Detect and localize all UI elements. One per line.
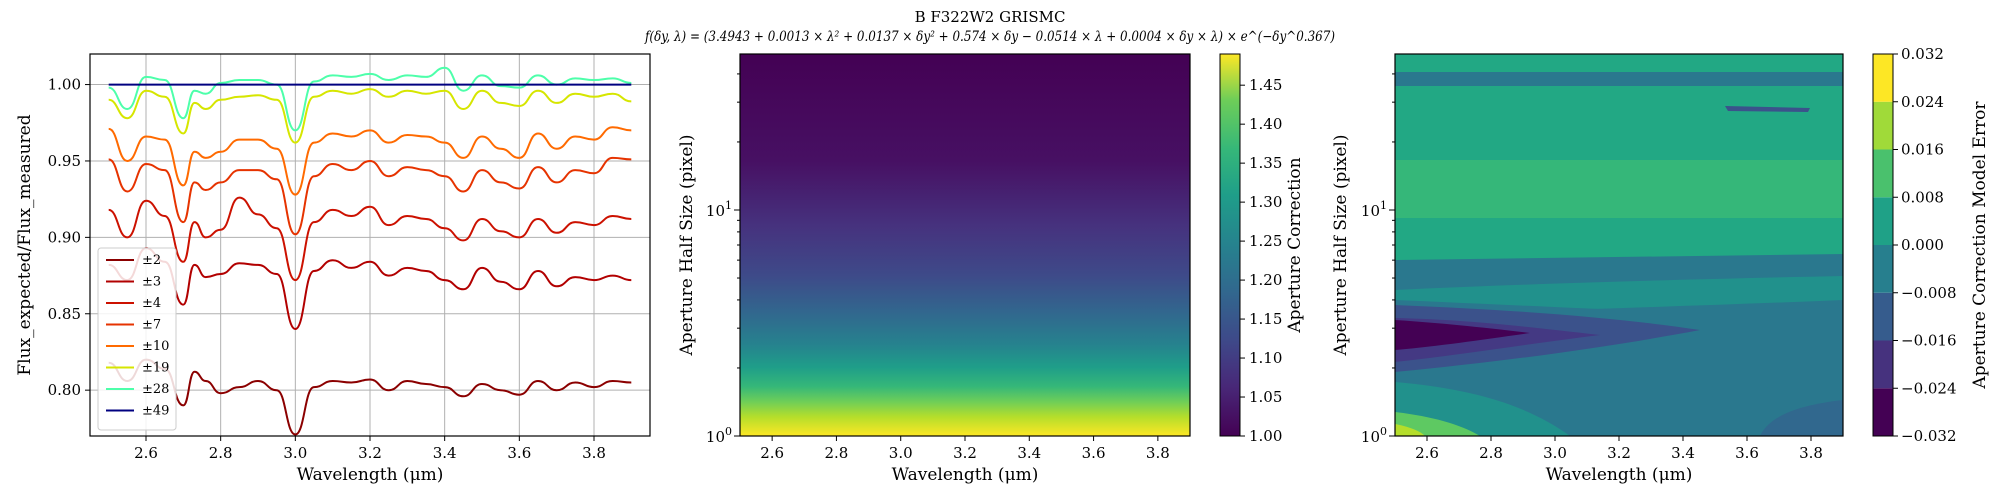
x-tick-label: 2.8 [824, 444, 848, 462]
p1-y-axis-label: Flux_expected/Flux_measured [15, 114, 35, 375]
p2-cb-tick-label: 1.30 [1249, 193, 1282, 211]
p2-colorbar-label: Aperture Correction [1285, 157, 1305, 333]
p3-cb-tick-label: 0.032 [1901, 45, 1944, 63]
p1-series-line-pm19 [108, 88, 632, 144]
p1-x-tick-label: 3.6 [507, 444, 531, 462]
p1-x-tick-label: 2.8 [209, 444, 233, 462]
p1-legend-label: ±7 [142, 318, 161, 333]
y-tick-label: 100 [706, 425, 732, 446]
panel-1-line-chart: 2.6 2.8 3.0 3.2 3.4 3.6 3.8 0.80 0.85 0.90 0.95 1.0… [15, 53, 651, 485]
figure-title: B F322W2 GRISMC [915, 8, 1066, 26]
p2-cb-tick-label: 1.35 [1249, 154, 1282, 172]
p3-cb-level [1873, 101, 1893, 150]
p3-cb-tick-label: −0.024 [1901, 379, 1957, 397]
p3-cb-level [1873, 292, 1893, 341]
p3-colorbar [1872, 53, 1894, 437]
p3-cb-tick-label: 0.016 [1901, 141, 1944, 159]
panel-3-contour: 2.6 2.8 3.0 3.2 3.4 3.6 3.8 100 101 Wavelength (… [1331, 45, 1990, 485]
p1-legend: ±2 ±3 ±4 ±7 ±10 ±19 ±28 ±49 [97, 247, 177, 431]
panel-2-heatmap: 2.6 2.8 3.0 3.2 3.4 3.6 3.8 100 101 Wavelength (… [677, 53, 1305, 485]
x-tick-label: 3.2 [953, 444, 977, 462]
p1-x-tick-label: 3.4 [433, 444, 457, 462]
p3-x-axis-label: Wavelength (μm) [1546, 465, 1693, 485]
p2-cb-tick-label: 1.10 [1249, 349, 1282, 367]
p2-cb-tick-label: 1.00 [1249, 427, 1282, 445]
x-tick-label: 3.4 [1017, 444, 1041, 462]
p1-series-lines [108, 66, 632, 436]
x-tick-label: 3.6 [1082, 444, 1106, 462]
p3-colorbar-ticks: −0.032 −0.024 −0.016 −0.008 0.000 0.008 0.016 0… [1893, 45, 1957, 445]
p2-cb-tick-label: 1.20 [1249, 271, 1282, 289]
p2-colorbar [1219, 53, 1241, 437]
p1-legend-label: ±49 [142, 404, 169, 419]
p3-cb-tick-label: −0.008 [1901, 284, 1957, 302]
p3-cb-tick-label: 0.024 [1901, 93, 1944, 111]
p3-cb-level [1873, 340, 1893, 389]
figure-formula: f(δy, λ) = (3.4943 + 0.0013 × λ² + 0.013… [644, 29, 1335, 45]
x-tick-label: 3.0 [1543, 444, 1567, 462]
p1-y-tick-label: 0.95 [48, 152, 81, 170]
y-tick-label: 101 [1361, 199, 1387, 220]
p2-y-axis-label: Aperture Half Size (pixel) [677, 135, 697, 357]
p3-cb-tick-label: 0.008 [1901, 188, 1944, 206]
x-tick-label: 3.8 [1146, 444, 1170, 462]
p1-x-tick-label: 3.8 [582, 444, 606, 462]
p3-cb-level [1873, 149, 1893, 198]
p2-cb-tick-label: 1.45 [1249, 76, 1282, 94]
x-tick-label: 2.6 [760, 444, 784, 462]
x-tick-label: 3.6 [1735, 444, 1759, 462]
p1-series-line-pm7 [108, 156, 632, 236]
p2-colorbar-ticks: 1.00 1.05 1.10 1.15 1.20 1.25 1.30 1.35 1.40 1.45 [1240, 76, 1282, 445]
p3-y-axis-label: Aperture Half Size (pixel) [1331, 135, 1351, 357]
p1-series-line-pm10 [108, 126, 632, 196]
p3-cb-level [1873, 54, 1893, 102]
p1-legend-label: ±3 [142, 275, 161, 290]
y-tick-label: 100 [1361, 425, 1387, 446]
p1-legend-label: ±4 [142, 296, 161, 311]
p1-series-line-pm28 [108, 66, 632, 132]
p2-cb-tick-label: 1.25 [1249, 232, 1282, 250]
x-tick-label: 2.6 [1415, 444, 1439, 462]
p1-series-line-pm2 [108, 358, 632, 436]
p3-cb-level [1873, 197, 1893, 245]
p3-cb-tick-label: 0.000 [1901, 236, 1944, 254]
p1-ticks: 2.6 2.8 3.0 3.2 3.4 3.6 3.8 0.80 0.85 0.90 0.95 1.0… [48, 76, 606, 462]
p1-x-tick-label: 3.0 [283, 444, 307, 462]
p2-heatmap-field [740, 54, 1190, 436]
p3-ticks: 2.6 2.8 3.0 3.2 3.4 3.6 3.8 100 101 [1361, 73, 1823, 462]
p1-legend-label: ±19 [142, 361, 169, 376]
p2-ticks: 2.6 2.8 3.0 3.2 3.4 3.6 3.8 100 101 [706, 73, 1170, 462]
p1-series-line-pm4 [108, 196, 632, 282]
p1-y-tick-label: 1.00 [48, 76, 81, 94]
p1-legend-label: ±10 [142, 339, 169, 354]
p1-legend-label: ±2 [142, 253, 161, 268]
x-tick-label: 3.0 [889, 444, 913, 462]
p1-x-tick-label: 2.6 [134, 444, 158, 462]
p1-x-axis-label: Wavelength (μm) [297, 465, 444, 485]
p1-y-tick-label: 0.80 [48, 381, 81, 399]
x-tick-label: 3.8 [1799, 444, 1823, 462]
p3-contour-field [1395, 54, 1843, 436]
x-tick-label: 3.2 [1607, 444, 1631, 462]
p1-series-line-pm3 [108, 247, 632, 331]
p2-cb-tick-label: 1.05 [1249, 388, 1282, 406]
p3-colorbar-label: Aperture Correction Model Error [1970, 101, 1990, 390]
x-tick-label: 3.4 [1671, 444, 1695, 462]
y-tick-label: 101 [706, 199, 732, 220]
x-tick-label: 2.8 [1479, 444, 1503, 462]
p1-legend-box [97, 247, 177, 431]
p3-cb-tick-label: −0.032 [1901, 427, 1957, 445]
p1-y-tick-label: 0.90 [48, 228, 81, 246]
p1-x-tick-label: 3.2 [358, 444, 382, 462]
p3-cb-tick-label: −0.016 [1901, 332, 1957, 350]
p2-cb-tick-label: 1.40 [1249, 115, 1282, 133]
p3-cb-level [1873, 388, 1893, 436]
p3-cb-level [1873, 245, 1893, 293]
p1-y-tick-label: 0.85 [48, 305, 81, 323]
p1-legend-label: ±28 [142, 382, 169, 397]
p2-cb-tick-label: 1.15 [1249, 310, 1282, 328]
p2-x-axis-label: Wavelength (μm) [892, 465, 1039, 485]
